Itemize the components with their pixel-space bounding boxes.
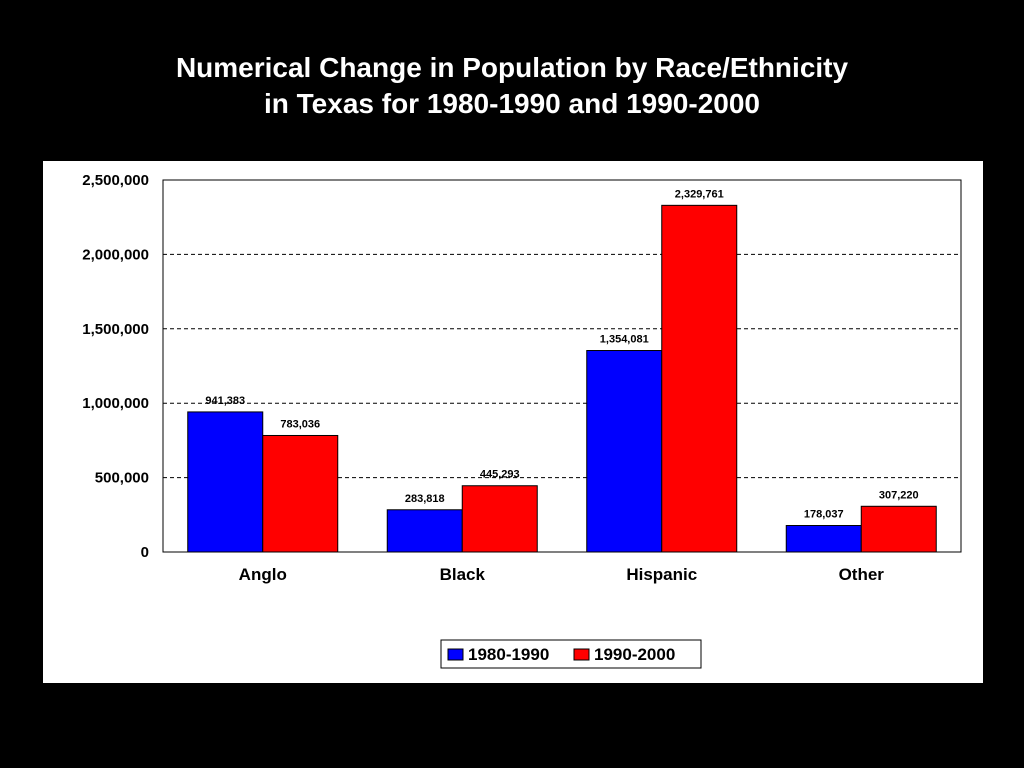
- data-label: 1,354,081: [600, 334, 649, 346]
- chart-title: Numerical Change in Population by Race/E…: [0, 50, 1024, 122]
- bar-chart: 0 500,000 1,000,000 1,500,000 2,000,000 2,500…: [82, 172, 962, 669]
- legend-swatch: [573, 648, 590, 661]
- bar-black-1990-2000: [461, 485, 538, 553]
- data-label: 783,036: [280, 418, 320, 430]
- bar-anglo-1980-1990: [187, 411, 264, 553]
- chart-title-line-2: in Texas for 1980-1990 and 1990-2000: [263, 88, 760, 119]
- plot-frame: [162, 179, 962, 553]
- y-tick-label: 1,500,000: [82, 321, 149, 338]
- x-category-label: Black: [440, 565, 486, 584]
- data-label: 2,329,761: [675, 188, 724, 200]
- x-category-label: Other: [839, 565, 885, 584]
- data-label: 941,383: [205, 395, 245, 407]
- y-tick-label: 1,000,000: [82, 395, 149, 412]
- bar-black-1980-1990: [386, 509, 463, 553]
- legend-box: [440, 639, 702, 669]
- y-tick-label: 0: [141, 544, 149, 561]
- bar-other-1990-2000: [860, 505, 937, 553]
- y-tick-label: 500,000: [95, 470, 149, 487]
- x-category-label: Anglo: [239, 565, 287, 584]
- chart-panel: 0 500,000 1,000,000 1,500,000 2,000,000 2,500…: [43, 161, 983, 683]
- chart-title-line-1: Numerical Change in Population by Race/E…: [175, 52, 849, 83]
- legend-label: 1980-1990: [468, 645, 549, 664]
- bar-hispanic-1980-1990: [586, 350, 663, 553]
- x-category-label: Hispanic: [626, 565, 697, 584]
- legend-label: 1990-2000: [594, 645, 675, 664]
- data-label: 445,293: [480, 469, 520, 481]
- bar-other-1980-1990: [785, 525, 862, 553]
- y-tick-label: 2,000,000: [82, 246, 149, 263]
- bar-anglo-1990-2000: [262, 434, 339, 553]
- data-label: 307,220: [879, 489, 919, 501]
- data-label: 283,818: [405, 493, 445, 505]
- y-tick-label: 2,500,000: [82, 172, 149, 189]
- legend-swatch: [447, 648, 464, 661]
- bar-hispanic-1990-2000: [661, 204, 738, 553]
- data-label: 178,037: [804, 509, 844, 521]
